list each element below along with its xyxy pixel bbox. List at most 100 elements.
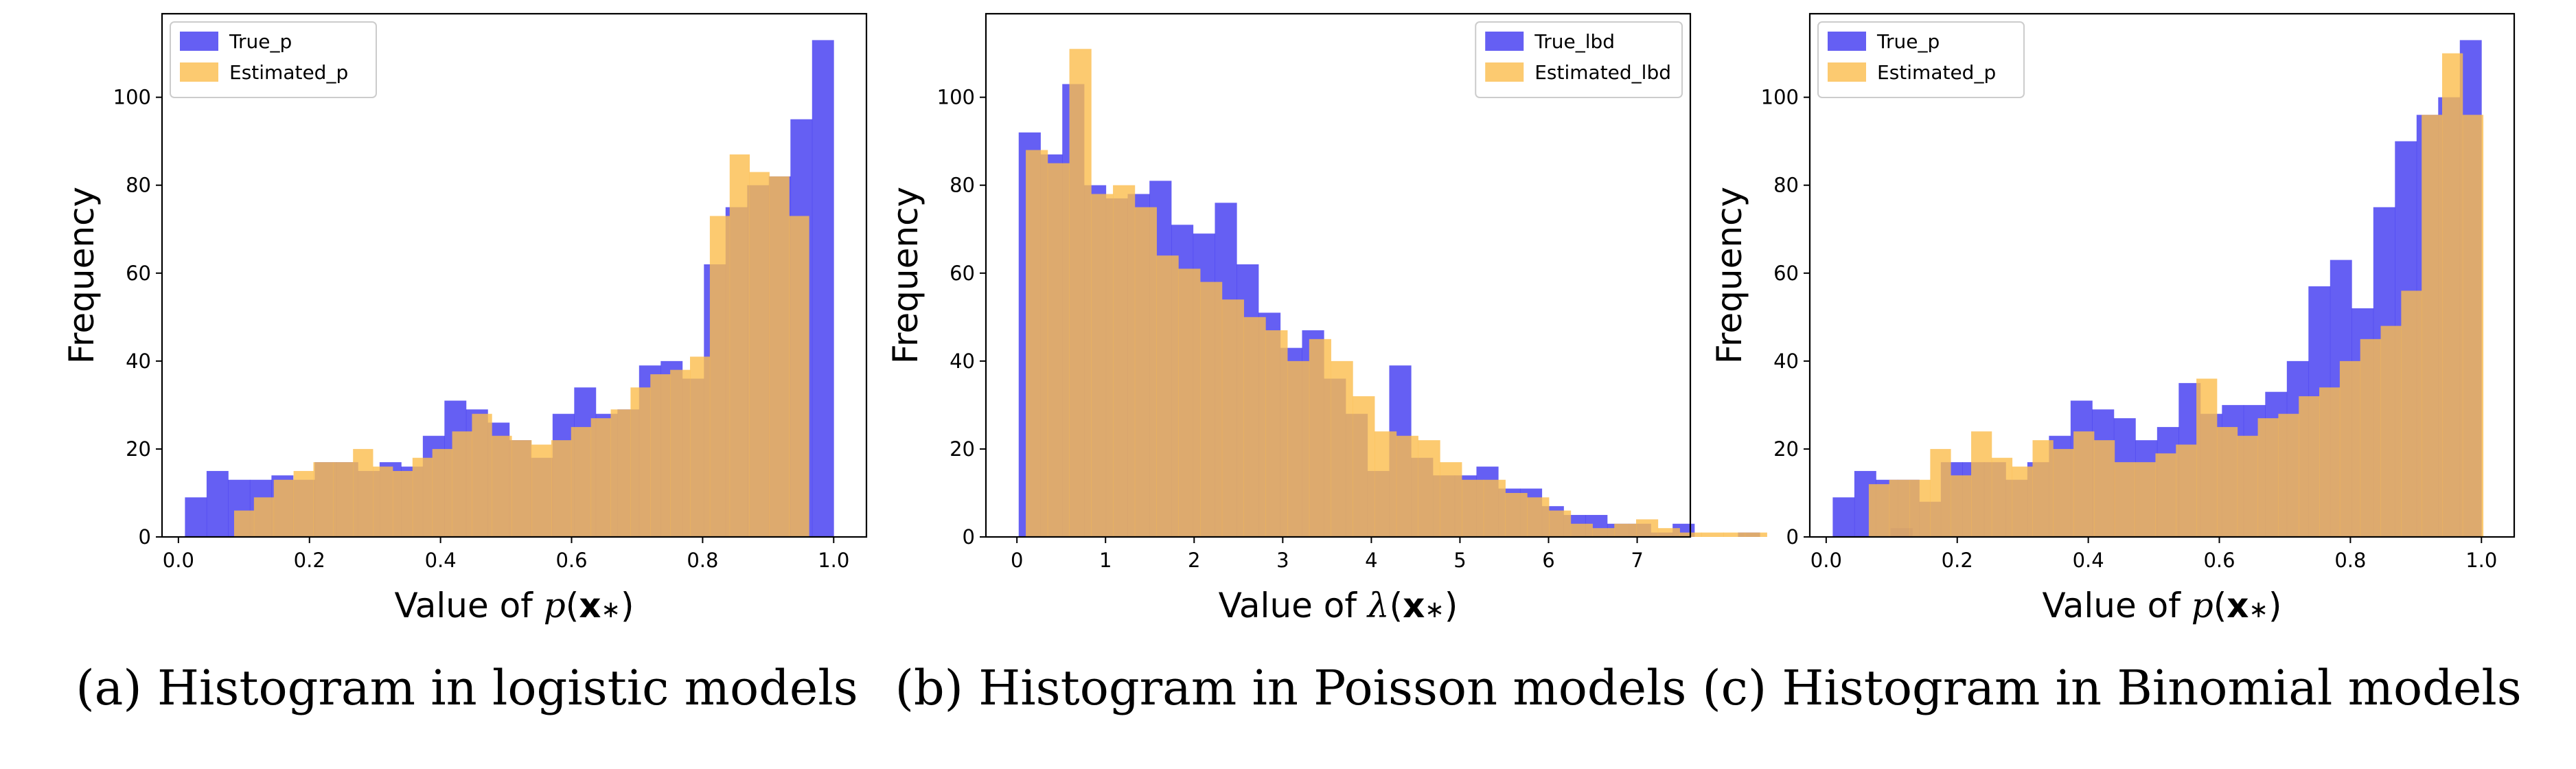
histogram-bar xyxy=(1440,462,1462,537)
series-Estimated_p xyxy=(233,154,809,537)
x-tick-label: 0.0 xyxy=(1810,549,1842,572)
histogram-bar xyxy=(1832,497,1855,537)
x-axis-title-part: ∗ xyxy=(2249,596,2269,623)
histogram-bar xyxy=(1309,338,1331,537)
x-axis-title-part: x xyxy=(1403,586,1425,625)
histogram-bar xyxy=(353,448,373,537)
x-axis-title-part: ∗ xyxy=(601,596,621,623)
histogram-bar xyxy=(769,176,790,537)
histogram-bar xyxy=(1221,299,1244,537)
histogram-bar xyxy=(2155,453,2176,537)
chart-panel-3: 0.0 0.2 0.4 0.6 0.8 1.0 0 20 40 60 80 100 Frequency V… xyxy=(1702,12,2522,716)
histogram-bar xyxy=(1951,475,1972,537)
legend-swatch xyxy=(1828,62,1866,82)
x-axis-title-part: ) xyxy=(1445,586,1458,625)
x-axis-title: Value of p(x∗) xyxy=(394,586,634,625)
y-tick-label: 100 xyxy=(937,86,975,109)
y-tick-label: 20 xyxy=(1773,437,1799,461)
histogram-bar xyxy=(233,510,255,537)
x-tick-label: 1 xyxy=(1099,549,1112,572)
legend-label: True_p xyxy=(1876,30,1940,53)
x-tick-label: 0.8 xyxy=(2334,549,2366,572)
x-tick-label: 7 xyxy=(1631,549,1643,572)
histogram-bar xyxy=(1026,150,1048,537)
legend-label: True_p xyxy=(229,30,292,53)
histogram-bar xyxy=(1047,163,1070,537)
histogram-bar xyxy=(1657,528,1680,537)
histogram-bar xyxy=(2257,418,2279,537)
histogram-bar xyxy=(1069,49,1092,538)
figure-caption: (c) Histogram in Binomial models xyxy=(1702,660,2521,716)
y-tick-label: 40 xyxy=(950,349,975,373)
legend-label: True_lbd xyxy=(1534,30,1615,53)
histogram-bar xyxy=(1353,396,1375,537)
histogram-bar xyxy=(2012,466,2033,537)
histogram-bar xyxy=(1243,317,1266,537)
legend-box xyxy=(1475,21,1683,98)
y-axis-title: Frequency xyxy=(62,187,102,364)
y-tick-label: 80 xyxy=(950,174,975,197)
histogram-bar xyxy=(630,387,651,537)
histogram-bar xyxy=(590,418,611,537)
histogram-bar xyxy=(1614,523,1637,537)
x-axis-title-part: ) xyxy=(2268,586,2282,625)
y-tick-label: 40 xyxy=(126,349,151,373)
histogram-bar xyxy=(333,462,354,537)
histogram-bar xyxy=(1178,268,1201,537)
x-axis-title-part: ( xyxy=(2213,586,2227,625)
x-axis-title-part: p xyxy=(2192,586,2213,625)
histogram-bar xyxy=(2196,378,2218,537)
histogram-bar xyxy=(1889,479,1910,537)
figure-caption: (b) Histogram in Poisson models xyxy=(895,660,1687,716)
histogram-bar xyxy=(2278,413,2299,537)
histogram-bar xyxy=(293,470,314,537)
x-axis-title-part: x xyxy=(579,586,601,625)
x-tick-label: 0 xyxy=(1011,549,1023,572)
x-axis-title-part: ∗ xyxy=(1425,596,1445,623)
y-tick-label: 0 xyxy=(963,525,975,549)
x-axis-title-part: ( xyxy=(1390,586,1403,625)
histogram-bar xyxy=(1462,479,1484,537)
x-tick-label: 1.0 xyxy=(818,549,849,572)
histogram-bar xyxy=(1505,492,1528,537)
legend-box xyxy=(1817,21,2025,98)
histogram-bar xyxy=(2073,431,2095,537)
y-axis-title: Frequency xyxy=(1710,187,1749,364)
histogram-bar xyxy=(1396,435,1418,537)
histogram-bar xyxy=(789,216,809,537)
x-tick-label: 0.4 xyxy=(425,549,457,572)
histogram-bar xyxy=(571,426,592,537)
histogram-bar xyxy=(1527,497,1550,537)
x-tick-label: 0.4 xyxy=(2073,549,2104,572)
y-tick-label: 100 xyxy=(113,86,151,109)
y-tick-label: 40 xyxy=(1773,349,1799,373)
histogram-bar xyxy=(2093,440,2115,537)
histogram-bar xyxy=(492,435,512,537)
x-tick-label: 0.2 xyxy=(1942,549,1973,572)
histogram-bar xyxy=(273,479,294,537)
histogram-bar xyxy=(2319,387,2341,537)
histogram-bar xyxy=(1483,479,1506,537)
histogram-bar xyxy=(373,466,393,537)
x-tick-label: 0.6 xyxy=(555,549,587,572)
x-axis-title-part: Value of xyxy=(394,586,543,625)
histogram-bar xyxy=(1331,360,1353,537)
histogram-bar xyxy=(412,457,433,537)
histogram-bar xyxy=(531,444,552,537)
histogram-bar xyxy=(2216,426,2238,537)
histogram-bar xyxy=(709,216,731,537)
chart-panel-1: 0.0 0.2 0.4 0.6 0.8 1.0 0 20 40 60 80 100 Frequency V… xyxy=(62,12,868,716)
legend: True_p Estimated_p xyxy=(1817,21,2025,98)
histogram-bar xyxy=(185,497,207,537)
x-tick-label: 5 xyxy=(1453,549,1466,572)
x-axis-title-part: p xyxy=(544,586,566,625)
histogram-bar xyxy=(1113,185,1136,538)
legend-swatch xyxy=(1485,32,1524,51)
x-axis-title-part: λ xyxy=(1366,586,1390,625)
histogram-bar xyxy=(2380,325,2402,537)
histogram-bar xyxy=(1930,448,1951,537)
histogram-bar xyxy=(1570,523,1593,537)
histogram-bar xyxy=(2237,435,2258,537)
histogram-bar xyxy=(1134,207,1157,537)
